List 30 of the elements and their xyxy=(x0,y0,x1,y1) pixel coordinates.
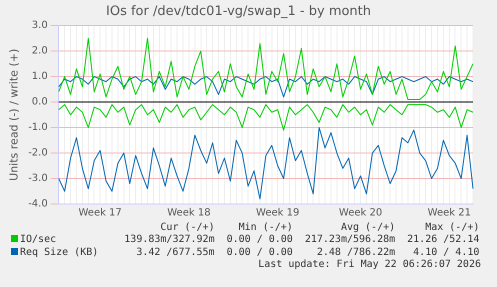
y-tick-label: 0.0 xyxy=(32,96,48,108)
text: 3.42 /677.55m xyxy=(135,246,216,259)
y-tick-label: -3.0 xyxy=(28,173,48,184)
y-tick-label: 1.0 xyxy=(32,71,48,82)
text: 0.00 / 0.00 xyxy=(226,233,294,246)
chart-title: IOs for /dev/tdc01-vg/swap_1 - by month xyxy=(106,4,372,20)
legend-label: IO/sec xyxy=(19,233,58,246)
y-axis-title: Units read (-) / write (+) xyxy=(7,48,20,181)
x-tick-label: Week 19 xyxy=(256,208,300,219)
x-tick-label: Week 18 xyxy=(167,208,211,219)
text: Last update: Fri May 22 06:26:07 2026 xyxy=(257,259,482,270)
text: 21.26 /52.14 xyxy=(406,233,480,246)
text: 0.00 / 0.00 xyxy=(226,246,294,259)
x-tick-label: Week 21 xyxy=(428,208,471,219)
legend-label: Req Size (KB) xyxy=(19,246,100,259)
text: 2.48 /786.22m xyxy=(316,246,396,259)
x-tick-label: Week 17 xyxy=(78,208,122,219)
text: Min (-/+) xyxy=(238,222,294,233)
y-tick-label: -1.0 xyxy=(28,122,48,134)
text: 217.23m/596.28m xyxy=(304,233,396,246)
text: 4.10 / 4.10 xyxy=(412,246,480,259)
y-tick-label: 2.0 xyxy=(32,46,48,57)
text: Max (-/+) xyxy=(424,222,480,233)
x-tick-label: Week 20 xyxy=(338,208,382,219)
text: Avg (-/+) xyxy=(340,222,396,233)
y-tick-label: 3.0 xyxy=(32,20,48,32)
text: Cur (-/+) xyxy=(159,222,216,233)
y-tick-label: -2.0 xyxy=(28,148,48,159)
text: 139.83m/327.92m xyxy=(123,233,216,246)
y-tick-label: -4.0 xyxy=(28,198,48,210)
